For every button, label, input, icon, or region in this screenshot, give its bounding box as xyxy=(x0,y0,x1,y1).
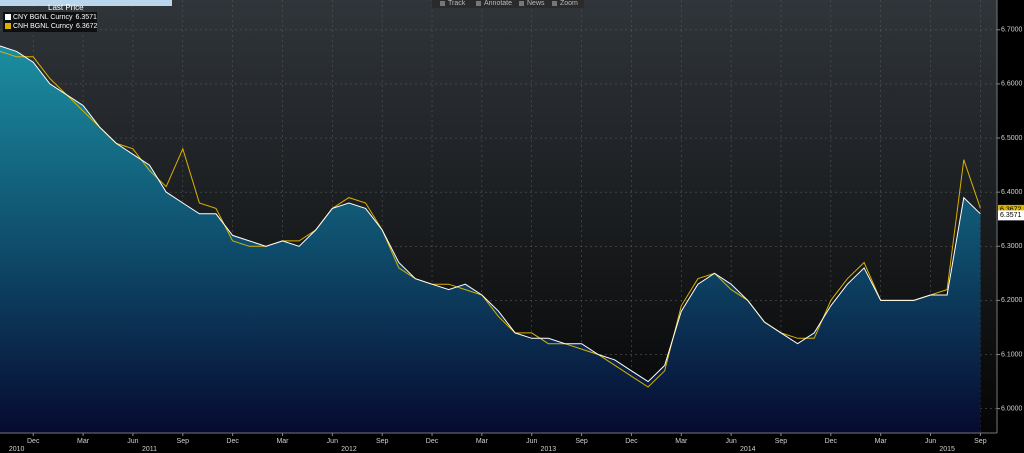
x-tick-label: Sep xyxy=(177,438,190,445)
x-tick-label: Mar xyxy=(675,438,688,445)
x-tick-label: Sep xyxy=(775,438,788,445)
x-tick-label: Jun xyxy=(925,438,936,445)
y-tick-label: 6.1000 xyxy=(1001,351,1023,358)
series-layer xyxy=(0,45,981,433)
y-tick-label: 6.2000 xyxy=(1001,297,1023,304)
year-label: 2010 xyxy=(9,446,25,453)
area xyxy=(0,46,981,433)
year-label: 2013 xyxy=(541,446,557,453)
x-tick-label: Sep xyxy=(974,438,987,445)
x-tick-label: Mar xyxy=(276,438,289,445)
tool-icon[interactable] xyxy=(552,1,557,6)
legend-box xyxy=(3,12,97,32)
legend-swatch xyxy=(5,14,11,20)
line xyxy=(0,45,981,383)
y-tick-label: 6.5000 xyxy=(1001,135,1023,142)
x-axis-panel xyxy=(0,433,997,453)
x-tick-label: Mar xyxy=(875,438,888,445)
toolbar-items: Track Annotate News Zoom xyxy=(440,0,578,7)
y-tick-label: 6.6000 xyxy=(1001,81,1023,88)
year-label: 2011 xyxy=(142,446,157,453)
year-label: 2014 xyxy=(740,446,756,453)
legend-entry: CNH BGNL Curncy 6.3672 xyxy=(13,23,98,30)
tool-button[interactable]: News xyxy=(527,0,545,7)
tool-button[interactable]: Annotate xyxy=(484,0,512,7)
x-tick-label: Jun xyxy=(127,438,138,445)
x-tick-label: Jun xyxy=(526,438,537,445)
last-value-label: 6.3672 xyxy=(1000,207,1022,214)
last-value-label: 6.3571 xyxy=(1000,212,1022,219)
x-tick-label: Dec xyxy=(226,438,239,445)
x-tick-label: Mar xyxy=(77,438,90,445)
legend-last: 6.3571 xyxy=(76,14,98,21)
x-tick-label: Dec xyxy=(426,438,439,445)
y-axis-panel xyxy=(997,0,1024,453)
x-tick-label: Dec xyxy=(27,438,40,445)
x-tick-label: Sep xyxy=(575,438,588,445)
legend-name: CNH BGNL Curncy xyxy=(13,23,74,30)
toolbar xyxy=(432,0,584,8)
x-tick-label: Sep xyxy=(376,438,389,445)
x-tick-label: Jun xyxy=(725,438,736,445)
x-tick-label: Jun xyxy=(327,438,338,445)
legend-entry: CNY BGNL Curncy 6.3571 xyxy=(13,14,97,21)
tool-icon[interactable] xyxy=(519,1,524,6)
last-value-tag xyxy=(998,210,1024,221)
y-tick-label: 6.3000 xyxy=(1001,243,1023,250)
y-tick-label: 6.7000 xyxy=(1001,27,1023,34)
tool-button[interactable]: Zoom xyxy=(560,0,578,7)
x-tick-label: Dec xyxy=(825,438,838,445)
year-label: 2015 xyxy=(939,446,955,453)
legend-title: Last Price xyxy=(48,3,84,12)
legend-name: CNY BGNL Curncy xyxy=(13,14,73,21)
line xyxy=(0,50,981,388)
y-tick-label: 6.0000 xyxy=(1001,405,1023,412)
last-value-tag xyxy=(998,204,1024,215)
header-bar xyxy=(0,0,172,6)
legend-swatch xyxy=(5,23,11,29)
y-tick-label: 6.4000 xyxy=(1001,189,1023,196)
x-tick-label: Mar xyxy=(476,438,489,445)
tool-button[interactable]: Track xyxy=(448,0,466,7)
tool-icon[interactable] xyxy=(476,1,481,6)
legend-last: 6.3672 xyxy=(76,23,98,30)
year-label: 2012 xyxy=(341,446,357,453)
tool-icon[interactable] xyxy=(440,1,445,6)
x-tick-label: Dec xyxy=(625,438,638,445)
